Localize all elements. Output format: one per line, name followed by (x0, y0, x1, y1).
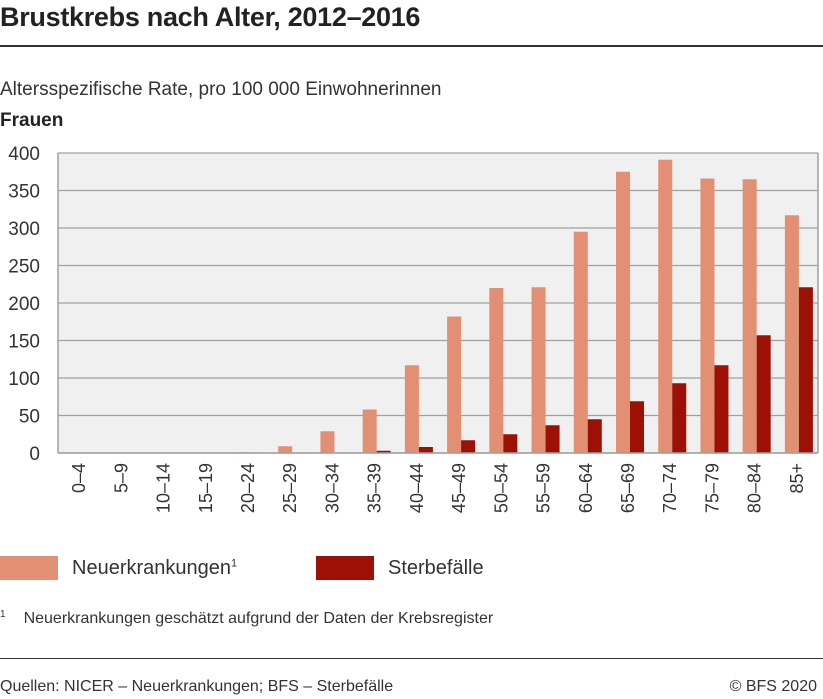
bar-incidence (700, 178, 715, 453)
bar-incidence (362, 409, 377, 453)
x-tick-label: 30–34 (322, 463, 342, 513)
bar-incidence (616, 171, 630, 453)
bar-deaths (587, 419, 602, 453)
legend-swatch-incidence (0, 556, 58, 580)
bar-deaths (798, 287, 813, 453)
bar-deaths (545, 425, 560, 453)
y-tick-label: 50 (19, 407, 40, 428)
x-tick-label: 55–59 (534, 463, 554, 513)
x-tick-label: 50–54 (491, 463, 511, 513)
x-tick-label: 25–29 (280, 463, 300, 513)
x-tick-label: 0–4 (69, 463, 89, 493)
bar-deaths (503, 434, 518, 453)
x-tick-label: 35–39 (365, 463, 385, 513)
footer-divider (0, 658, 823, 659)
y-tick-label: 150 (8, 332, 40, 353)
bar-incidence (489, 288, 504, 453)
title-divider (0, 45, 823, 47)
bar-incidence (404, 365, 419, 453)
x-tick-label: 45–49 (449, 463, 469, 513)
bar-incidence (447, 316, 462, 453)
bar-incidence (658, 159, 673, 453)
source-note: Quellen: NICER – Neuerkrankungen; BFS – … (0, 678, 394, 695)
x-tick-label: 10–14 (154, 463, 174, 513)
bar-deaths (461, 440, 476, 453)
bar-deaths (714, 365, 729, 453)
chart-title: Brustkrebs nach Alter, 2012–2016 (0, 2, 421, 32)
bar-deaths (376, 450, 391, 453)
chart-subtitle: Altersspezifische Rate, pro 100 000 Einw… (0, 79, 442, 100)
y-tick-label: 0 (29, 444, 40, 465)
bar-deaths (672, 383, 687, 453)
bar-deaths (756, 335, 771, 453)
x-tick-label: 5–9 (111, 463, 131, 493)
y-tick-label: 100 (8, 369, 40, 390)
legend-label-deaths: Sterbefälle (388, 557, 484, 579)
x-tick-label: 70–74 (660, 463, 680, 513)
x-tick-label: 65–69 (618, 463, 638, 513)
y-tick-label: 200 (8, 294, 40, 315)
x-tick-label: 15–19 (196, 463, 216, 513)
x-tick-label: 60–64 (576, 463, 596, 513)
footnote: 1 Neuerkrankungen geschätzt aufgrund der … (0, 609, 494, 628)
bar-incidence (742, 179, 757, 453)
bar-incidence (784, 215, 799, 453)
group-label: Frauen (0, 110, 64, 131)
bar-deaths (630, 401, 644, 453)
bar-incidence (531, 287, 546, 453)
x-tick-label: 40–44 (407, 463, 427, 513)
x-tick-label: 85+ (787, 463, 807, 494)
x-tick-label: 80–84 (745, 463, 765, 513)
y-tick-label: 250 (8, 257, 40, 278)
y-tick-label: 350 (8, 182, 40, 203)
copyright: © BFS 2020 (729, 678, 817, 695)
bar-deaths (418, 447, 433, 453)
bar-incidence (573, 231, 588, 453)
x-tick-label: 20–24 (238, 463, 258, 513)
y-tick-label: 400 (8, 144, 40, 165)
legend-swatch-deaths (316, 556, 374, 580)
x-tick-label: 75–79 (702, 463, 722, 513)
bar-incidence (278, 446, 293, 453)
legend-label-incidence: Neuerkrankungen1 (72, 557, 238, 579)
bar-incidence (320, 431, 335, 453)
y-tick-label: 300 (8, 219, 40, 240)
